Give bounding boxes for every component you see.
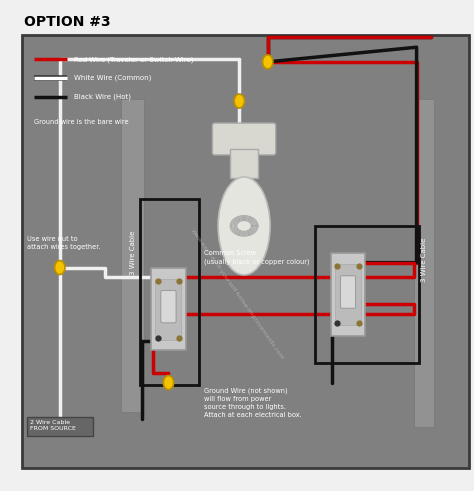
Text: Ground Wire (not shown)
will flow from power
source through to lights.
Attach at: Ground Wire (not shown) will flow from p… xyxy=(204,387,301,418)
FancyBboxPatch shape xyxy=(151,268,186,350)
FancyBboxPatch shape xyxy=(212,123,276,155)
FancyBboxPatch shape xyxy=(230,149,258,178)
FancyBboxPatch shape xyxy=(27,417,93,436)
FancyBboxPatch shape xyxy=(331,253,365,335)
Ellipse shape xyxy=(234,94,245,108)
Ellipse shape xyxy=(263,55,273,69)
Ellipse shape xyxy=(55,261,65,274)
FancyBboxPatch shape xyxy=(121,99,144,412)
Text: OPTION #3: OPTION #3 xyxy=(24,15,111,29)
Text: Use wire nut to
attach wires together.: Use wire nut to attach wires together. xyxy=(27,236,100,250)
Text: Ground wire is the bare wire: Ground wire is the bare wire xyxy=(34,119,128,125)
Text: White Wire (Common): White Wire (Common) xyxy=(74,75,151,82)
Text: Common Screw
(usually black or copper colour): Common Screw (usually black or copper co… xyxy=(204,250,310,265)
FancyBboxPatch shape xyxy=(155,279,182,339)
FancyBboxPatch shape xyxy=(414,99,434,427)
Text: Red Wire (Traveler or Switch Wire): Red Wire (Traveler or Switch Wire) xyxy=(74,56,193,63)
FancyBboxPatch shape xyxy=(161,291,176,323)
Ellipse shape xyxy=(163,376,173,389)
FancyBboxPatch shape xyxy=(335,264,361,325)
FancyBboxPatch shape xyxy=(340,276,356,308)
Text: www.easy-do-it-yourself-home-improvements.com: www.easy-do-it-yourself-home-improvement… xyxy=(190,228,284,361)
Text: Black Wire (Hot): Black Wire (Hot) xyxy=(74,93,131,100)
Text: 3 Wire Cable: 3 Wire Cable xyxy=(421,238,427,282)
FancyBboxPatch shape xyxy=(22,35,469,468)
Ellipse shape xyxy=(218,177,270,275)
Text: 2 Wire Cable
FROM SOURCE: 2 Wire Cable FROM SOURCE xyxy=(30,420,76,431)
Text: 3 Wire Cable: 3 Wire Cable xyxy=(129,231,136,275)
